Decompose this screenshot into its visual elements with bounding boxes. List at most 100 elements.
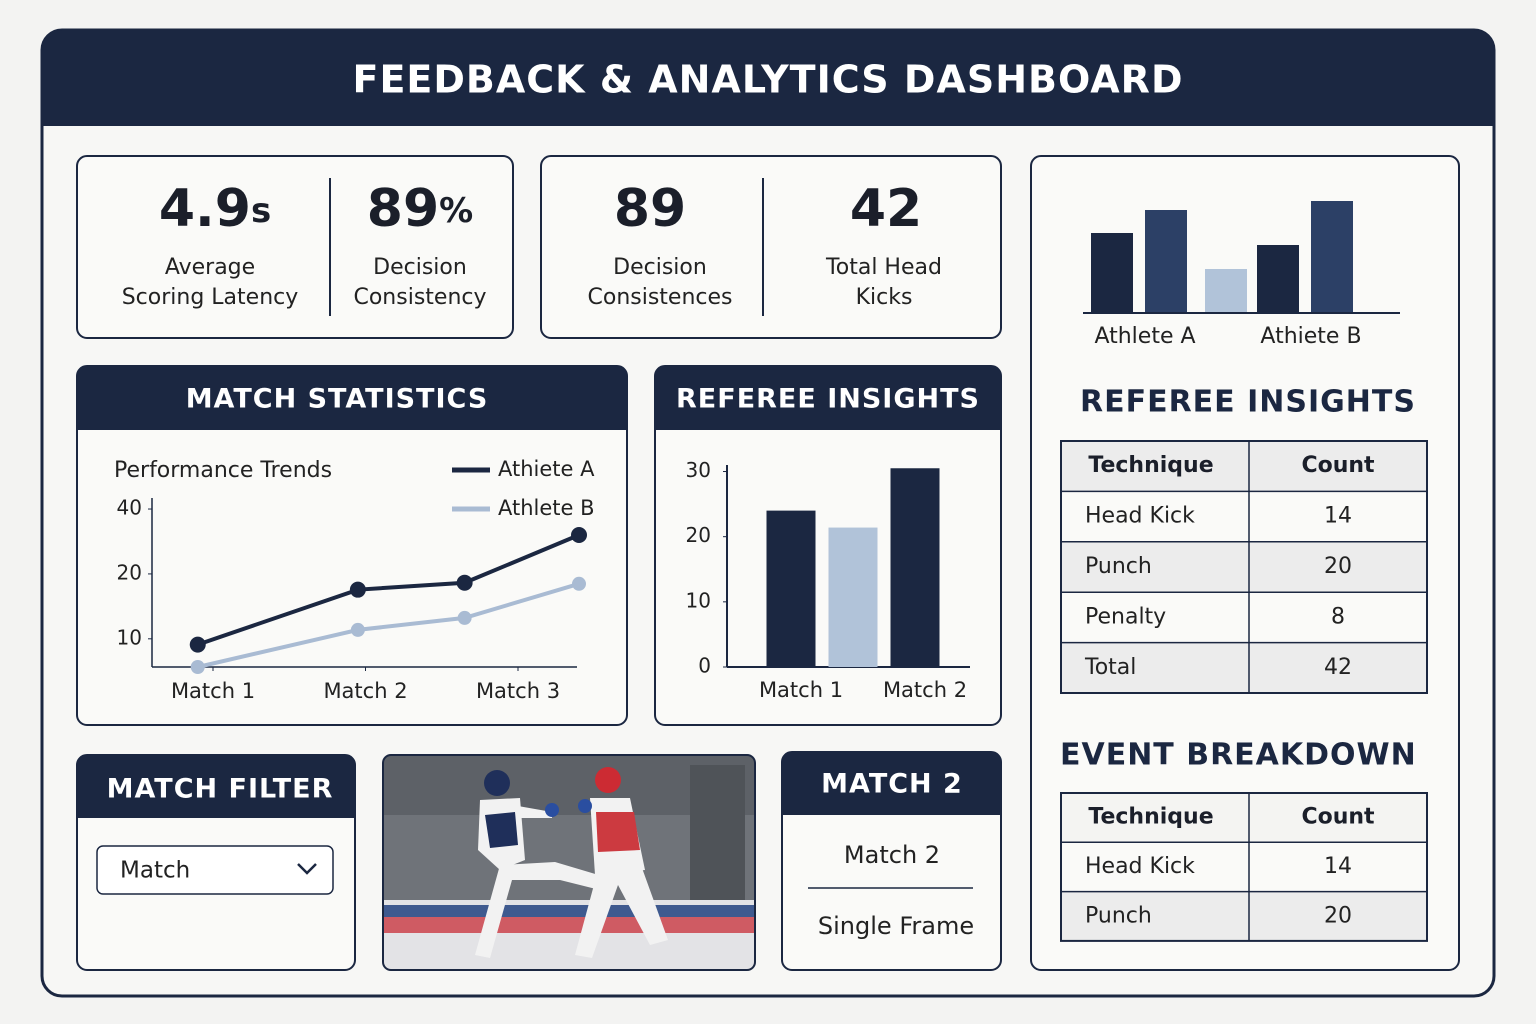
- legend-label: Athiete A: [498, 457, 595, 481]
- x-tick-label: Match 2: [323, 679, 407, 703]
- match-caption: Single Frame: [818, 912, 974, 940]
- table-border: [1060, 792, 1428, 942]
- mat-blue: [383, 905, 755, 917]
- panel-title: MATCH FILTER: [107, 774, 334, 805]
- table-cell: 20: [1324, 554, 1352, 579]
- panel-title: MATCH 2: [821, 769, 963, 800]
- table-cell: 14: [1324, 854, 1352, 879]
- select-box[interactable]: [96, 845, 334, 895]
- data-point: [571, 527, 587, 544]
- kpi-panel: [76, 155, 514, 339]
- header-title: FEEDBACK & ANALYTICS DASHBOARD: [353, 58, 1184, 102]
- header-bar: [42, 30, 1494, 126]
- fighter-a-legs: [475, 862, 602, 958]
- x-tick-label: Match 3: [476, 679, 560, 703]
- row-bg: [1061, 541, 1427, 593]
- x-tick-label: Athlete A: [1094, 324, 1195, 349]
- kpi-label: Average: [165, 255, 255, 280]
- y-tick-label: 20: [686, 523, 711, 547]
- glove: [578, 799, 592, 813]
- kpi-label: Decision: [373, 255, 467, 280]
- table-cell: Head Kick: [1085, 504, 1195, 529]
- data-point: [457, 610, 472, 625]
- table-header: Count: [1301, 805, 1375, 830]
- side-chart: Athlete A Athiete B: [1083, 201, 1400, 349]
- y-tick-label: 10: [686, 588, 711, 612]
- x-tick-label: Athiete B: [1260, 324, 1361, 349]
- legend-label: Athlete B: [498, 496, 595, 520]
- y-tick-label: 40: [117, 496, 142, 520]
- panel-title: MATCH STATISTICS: [186, 384, 489, 415]
- bar: [828, 527, 878, 667]
- table-cell: 42: [1324, 655, 1352, 680]
- data-point: [189, 636, 206, 653]
- chest-guard: [596, 812, 640, 852]
- chest-guard: [485, 812, 518, 848]
- table-header-bg: [1061, 441, 1427, 492]
- kpi-label: Consistences: [588, 285, 733, 310]
- door: [690, 765, 745, 905]
- kpi-value: 89: [614, 179, 686, 239]
- kpi-panel: [540, 155, 1002, 339]
- chart-subtitle: Performance Trends: [114, 458, 332, 483]
- x-tick-label: Match 2: [883, 678, 967, 702]
- table-header: Technique: [1088, 805, 1213, 830]
- y-tick-label: 10: [117, 625, 142, 649]
- bar-chart: 0 10 20 30 Match 1 Match 2: [686, 458, 970, 702]
- bar: [1091, 233, 1133, 313]
- kpi-label: Total Head: [825, 255, 942, 280]
- panel-title: REFEREE INSIGHTS: [676, 384, 980, 415]
- line-chart: 10 20 40 Match 1 Match 2 Match 3 Athiete A Athl…: [117, 457, 596, 703]
- y-tick-label: 0: [698, 654, 711, 678]
- data-point: [190, 660, 205, 674]
- video-frame[interactable]: [383, 755, 755, 970]
- bar: [890, 468, 940, 667]
- y-tick-label: 30: [686, 458, 711, 482]
- kpi-number: 4.9: [159, 179, 251, 239]
- x-tick-label: Match 1: [759, 678, 843, 702]
- x-tick-label: Match 1: [171, 679, 255, 703]
- kpi-value: 89%: [367, 179, 473, 239]
- select-value: Match: [120, 858, 190, 884]
- match-subtitle: Match 2: [844, 841, 940, 869]
- table-header: Technique: [1088, 453, 1213, 478]
- series-line: [197, 533, 580, 647]
- kpi-unit: s: [251, 191, 271, 231]
- glove: [545, 803, 559, 817]
- panel-header: [77, 366, 627, 430]
- panel-header: [782, 752, 1001, 815]
- kpi-label: Consistency: [353, 285, 486, 310]
- kpi-value: 42: [850, 179, 922, 239]
- panel-header: [655, 366, 1001, 430]
- video-border: [382, 754, 756, 971]
- row-bg: [1061, 891, 1427, 941]
- table-cell: 8: [1331, 604, 1345, 629]
- fighter-b-legs: [575, 868, 668, 958]
- head: [595, 767, 621, 793]
- data-point: [572, 576, 586, 591]
- y-tick-label: 20: [117, 560, 142, 584]
- bar: [766, 510, 816, 667]
- bar: [1311, 201, 1353, 313]
- bar: [1145, 210, 1187, 313]
- kpi-label: Scoring Latency: [122, 285, 299, 310]
- kpi-label: Decision: [613, 255, 707, 280]
- table-cell: Punch: [1085, 903, 1152, 928]
- kpi-value: 4.9s: [159, 179, 271, 239]
- row-bg: [1061, 642, 1427, 693]
- tables: Technique Count Head Kick 14 Punch 20 Penalty 8…: [1060, 440, 1428, 942]
- table-cell: 20: [1324, 903, 1352, 928]
- table-cell: Punch: [1085, 554, 1152, 579]
- table-cell: Head Kick: [1085, 854, 1195, 879]
- head: [484, 770, 510, 796]
- data-point: [349, 581, 366, 598]
- chevron: [297, 863, 317, 875]
- kpi-number: 89: [367, 179, 439, 239]
- mat-red: [383, 917, 755, 933]
- table-header: Count: [1301, 453, 1375, 478]
- section-title: EVENT BREAKDOWN: [1060, 738, 1417, 773]
- bar: [1257, 245, 1299, 313]
- bar: [1205, 269, 1247, 313]
- arm: [518, 806, 552, 818]
